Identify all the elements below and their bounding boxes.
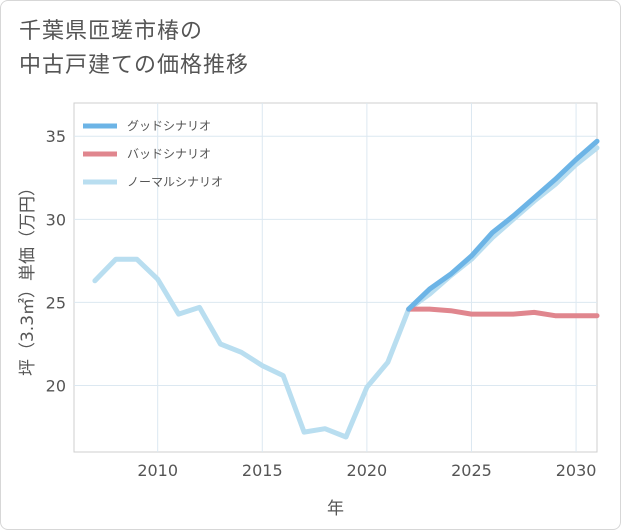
- legend-label-0: グッドシナリオ: [127, 119, 211, 133]
- y-tick-20: 20: [46, 377, 66, 396]
- legend-label-2: ノーマルシナリオ: [127, 175, 223, 189]
- series-line-2: [92, 145, 600, 440]
- series-line-1: [406, 306, 600, 319]
- y-axis-title: 坪（3.3㎡）単価（万円）: [18, 179, 38, 376]
- x-axis-title: 年: [327, 499, 344, 519]
- x-tick-2010: 2010: [137, 461, 178, 480]
- y-tick-30: 30: [46, 210, 66, 229]
- gridlines: [74, 103, 597, 452]
- plot-area: [73, 102, 598, 453]
- x-tick-2015: 2015: [242, 461, 283, 480]
- series-line-0: [406, 138, 600, 312]
- x-tick-2030: 2030: [556, 461, 597, 480]
- legend-label-1: バッドシナリオ: [127, 147, 211, 161]
- series-lines: [92, 138, 600, 440]
- title-line-2: 中古戸建ての価格推移: [19, 53, 250, 78]
- x-tick-2020: 2020: [347, 461, 388, 480]
- x-tick-2025: 2025: [451, 461, 492, 480]
- chart-title: 千葉県匝瑳市椿の 中古戸建ての価格推移: [19, 15, 249, 83]
- y-tick-25: 25: [46, 293, 66, 312]
- title-line-1: 千葉県匝瑳市椿の: [19, 19, 204, 44]
- y-tick-35: 35: [46, 127, 66, 146]
